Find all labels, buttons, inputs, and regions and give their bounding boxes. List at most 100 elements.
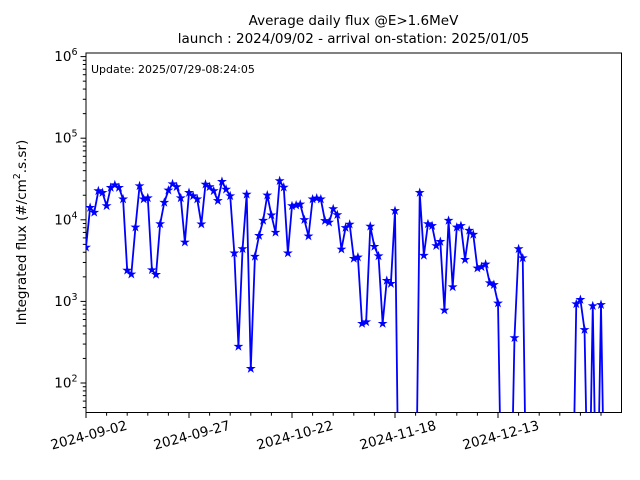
flux-marker-star: [208, 185, 219, 196]
flux-marker-star: [571, 298, 582, 309]
flux-marker-star: [249, 251, 260, 261]
flux-marker-star: [217, 176, 227, 186]
flux-marker-star: [447, 281, 458, 292]
flux-marker-star: [414, 187, 425, 197]
flux-marker-star: [118, 193, 129, 204]
flux-marker-star: [377, 318, 388, 328]
flux-marker-star: [435, 236, 446, 246]
y-tick-label: 102: [54, 374, 77, 392]
flux-marker-star: [192, 193, 203, 204]
flux-marker-star: [146, 264, 157, 275]
flux-marker-star: [278, 182, 289, 192]
flux-marker-star: [493, 298, 503, 308]
flux-marker-star: [472, 263, 483, 273]
flux-marker-star: [451, 222, 462, 232]
flux-marker-star: [484, 277, 495, 288]
flux-marker-star: [464, 225, 475, 235]
flux-marker-star: [266, 209, 277, 220]
flux-marker-star: [579, 324, 590, 334]
flux-marker-star: [332, 209, 343, 220]
flux-marker-star: [254, 230, 264, 240]
chart-title: Average daily flux @E>1.6MeV: [249, 13, 459, 29]
flux-marker-star: [390, 205, 400, 215]
flux-marker-star: [365, 221, 376, 231]
flux-marker-star: [179, 237, 190, 247]
flux-marker-star: [476, 261, 487, 272]
flux-marker-star: [151, 269, 161, 279]
flux-marker-star: [262, 190, 273, 200]
flux-marker-star: [167, 178, 178, 189]
flux-marker-star: [427, 220, 438, 230]
flux-marker-star: [460, 254, 470, 264]
flux-marker-star: [163, 185, 174, 195]
flux-marker-star: [130, 222, 141, 232]
flux-marker-star: [361, 316, 372, 327]
flux-marker-star: [184, 187, 194, 197]
chart-subtitle: launch : 2024/09/02 - arrival on-station…: [178, 31, 530, 47]
flux-marker-star: [488, 279, 499, 289]
flux-marker-star: [423, 218, 433, 229]
flux-marker-star: [369, 241, 380, 251]
flux-marker-star: [303, 230, 314, 241]
flux-marker-star: [295, 199, 306, 209]
flux-marker-star: [155, 218, 166, 229]
flux-marker-star: [93, 185, 104, 196]
flux-marker-star: [443, 215, 454, 225]
update-annotation: Update: 2025/07/29-08:24:05: [91, 63, 255, 76]
flux-marker-star: [328, 203, 339, 214]
flux-marker-star: [299, 214, 310, 225]
flux-marker-star: [455, 220, 466, 230]
flux-marker-star: [274, 175, 285, 186]
flux-marker-star: [324, 217, 335, 227]
flux-marker-star: [439, 305, 450, 315]
flux-marker-star: [109, 179, 120, 190]
x-tick-label: 2024-12-13: [461, 418, 541, 454]
flux-marker-star: [315, 193, 326, 204]
flux-marker-star: [381, 275, 392, 285]
flux-marker-star: [373, 250, 384, 261]
flux-marker-star: [122, 265, 133, 275]
flux-marker-star: [348, 253, 359, 263]
y-axis-label: Integrated flux (#/cm2.s.sr): [12, 140, 30, 326]
flux-marker-star: [204, 181, 215, 192]
flux-marker-star: [587, 300, 598, 311]
flux-marker-star: [270, 227, 281, 237]
flux-marker-star: [237, 243, 248, 254]
flux-marker-star: [344, 219, 355, 229]
flux-marker-star: [245, 363, 256, 373]
flux-marker-star: [596, 299, 606, 309]
flux-marker-star: [287, 200, 297, 211]
flux-marker-star: [86, 242, 91, 252]
flux-marker-star: [86, 202, 96, 212]
x-axis-ticks: 2024-09-02 2024-09-27 2024-10-22 2024-11-18…: [49, 412, 602, 454]
flux-marker-star: [513, 243, 524, 254]
flux-marker-star: [352, 252, 363, 262]
flux-marker-star: [89, 207, 100, 217]
flux-marker-star: [138, 193, 149, 204]
flux-marker-star: [385, 278, 396, 288]
flux-marker-star: [97, 187, 108, 197]
x-tick-label: 2024-10-22: [255, 418, 335, 454]
flux-marker-star: [357, 318, 367, 328]
flux-marker-star: [307, 193, 318, 204]
y-tick-label: 103: [54, 292, 77, 310]
y-tick-label: 106: [54, 47, 77, 65]
flux-series: [86, 175, 606, 413]
flux-marker-star: [431, 240, 442, 251]
flux-marker-star: [134, 180, 145, 191]
flux-marker-star: [340, 222, 351, 232]
flux-marker-star: [258, 215, 269, 225]
flux-marker-star: [200, 179, 211, 189]
flux-marker-star: [114, 182, 124, 192]
flux-marker-star: [171, 181, 182, 192]
flux-marker-star: [126, 269, 137, 279]
flux-marker-star: [468, 229, 479, 239]
flux-marker-star: [480, 259, 491, 269]
flux-marker-star: [282, 247, 293, 258]
flux-marker-star: [229, 247, 240, 258]
flux-marker-star: [212, 195, 223, 205]
x-tick-label: 2024-09-27: [152, 418, 232, 454]
flux-marker-star: [175, 192, 186, 203]
